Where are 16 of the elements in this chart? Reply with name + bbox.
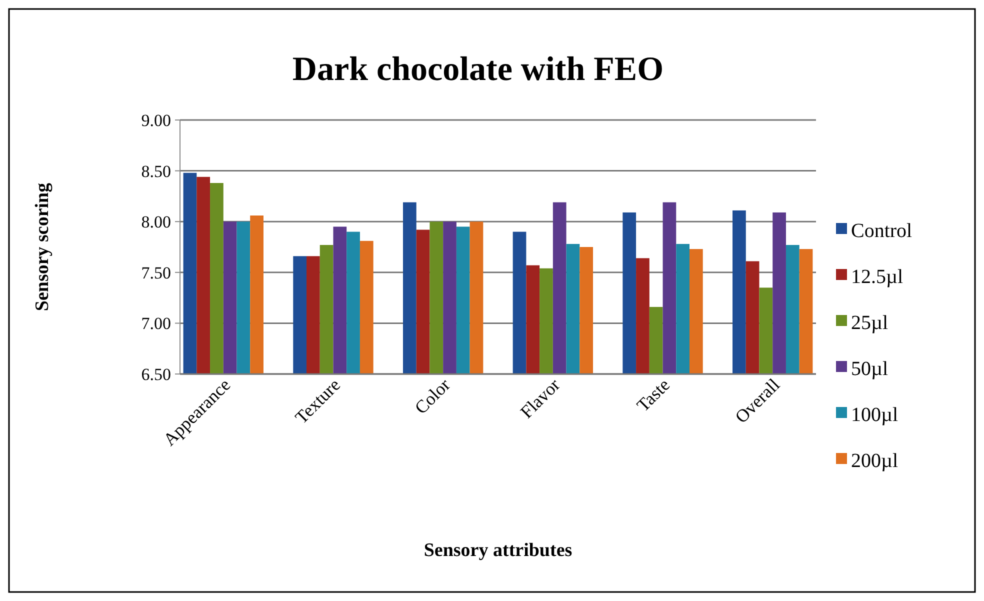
legend-label: 50µl	[851, 358, 889, 380]
legend-label: 12.5µl	[851, 266, 904, 288]
y-tick-label: 7.00	[141, 314, 171, 334]
x-tick-label: Taste	[632, 374, 674, 416]
x-axis-title: Sensory attributes	[424, 540, 572, 561]
y-tick-label: 8.00	[141, 212, 171, 232]
y-tick-label: 6.50	[141, 364, 171, 384]
y-tick-label: 8.50	[141, 162, 171, 181]
legend-label: 200µl	[851, 450, 899, 472]
legend-label: 25µl	[851, 312, 889, 334]
legend-label: Control	[851, 220, 913, 242]
chart-title: Dark chocolate with FEO	[292, 51, 664, 88]
y-tick-label: 7.50	[141, 263, 171, 282]
y-axis-title: Sensory scoring	[32, 182, 53, 312]
legend-label: 100µl	[851, 404, 899, 426]
y-tick-label: 9.00	[141, 110, 171, 130]
